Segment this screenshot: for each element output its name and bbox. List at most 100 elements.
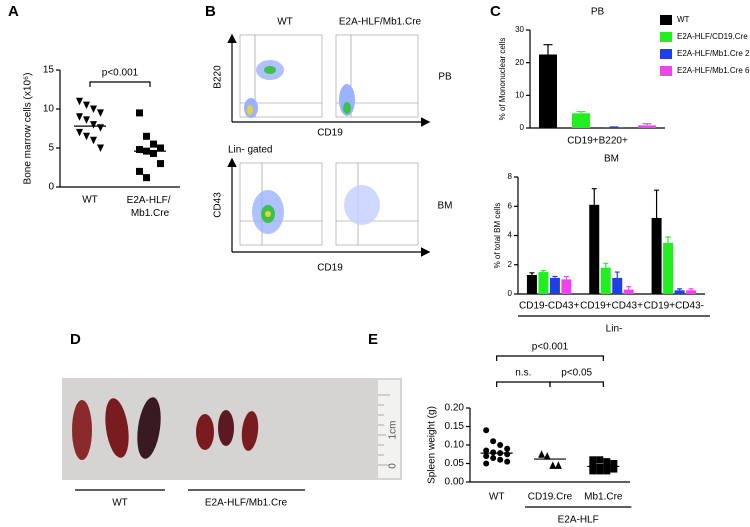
bar xyxy=(561,279,572,294)
y-tick-label: 20 xyxy=(515,58,524,67)
group-label: E2A-HLF/Mb1.Cre xyxy=(205,498,288,509)
data-point xyxy=(497,442,504,448)
column-label: E2A-HLF/Mb1.Cre xyxy=(339,17,422,28)
x-tick-label: WT xyxy=(489,492,505,503)
axis-label: B220 xyxy=(213,65,224,89)
gate-note: Lin- gated xyxy=(228,145,272,156)
data-point xyxy=(603,463,611,471)
error-bar xyxy=(529,272,535,275)
y-tick-label: 0 xyxy=(520,123,525,132)
significance-label: p<0.05 xyxy=(561,368,592,379)
data-point xyxy=(83,132,90,141)
legend-label: E2A-HLF/Mb1.Cre 2mo. xyxy=(677,49,750,58)
bar xyxy=(605,127,623,128)
error-bar xyxy=(654,189,660,218)
significance-bracket xyxy=(89,81,151,87)
error-bar xyxy=(642,123,652,126)
data-point xyxy=(589,467,597,475)
y-tick-label: 0.00 xyxy=(445,477,465,488)
row-label: PB xyxy=(438,72,452,83)
x-tick-label: CD19.Cre xyxy=(528,492,573,503)
data-point xyxy=(603,467,611,475)
bar xyxy=(638,125,656,128)
y-tick-label: 30 xyxy=(515,25,524,34)
bar xyxy=(539,54,557,128)
legend-label: E2A-HLF/CD19.Cre 2mo. xyxy=(677,32,750,41)
data-point xyxy=(549,461,557,469)
data-point xyxy=(90,121,97,129)
y-axis-label: % of total BM cells xyxy=(493,203,502,269)
legend-swatch xyxy=(660,15,672,25)
photo-panel: D 1cm 0 WT E2A-HLF/Mb1.Cre xyxy=(62,331,402,509)
ruler-ticks xyxy=(378,394,390,466)
axis-label: CD19 xyxy=(317,128,343,139)
error-bar xyxy=(603,262,609,268)
data-point xyxy=(483,447,490,454)
panel-label: A xyxy=(8,3,19,20)
column-label: WT xyxy=(277,17,293,28)
bar xyxy=(572,113,590,128)
legend-label: E2A-HLF/Mb1.Cre 6mo. xyxy=(677,66,750,75)
error-bar xyxy=(614,271,620,278)
error-bar xyxy=(626,286,632,290)
panel-label: B xyxy=(205,3,216,20)
error-bar xyxy=(677,288,683,291)
error-bar xyxy=(688,288,694,291)
data-point xyxy=(83,116,90,124)
data-point xyxy=(143,174,150,182)
y-tick-label: 0.20 xyxy=(445,403,465,414)
bar xyxy=(538,272,549,294)
data-point xyxy=(490,454,497,461)
bar xyxy=(549,277,560,294)
significance-bracket xyxy=(549,381,604,387)
data-point xyxy=(538,450,546,458)
data-point xyxy=(554,461,562,469)
data-point xyxy=(157,160,164,168)
x-tick-label: CD19+CD43- xyxy=(644,301,704,312)
row-label: BM xyxy=(438,201,453,212)
group-label: E2A-HLF xyxy=(558,515,599,526)
x-tick-label: Mb1.Cre xyxy=(584,492,623,503)
significance-bracket xyxy=(496,355,604,361)
data-point xyxy=(97,124,104,132)
significance-label: p<0.001 xyxy=(532,342,569,353)
legend-label: WT xyxy=(677,15,690,24)
data-point xyxy=(76,128,83,137)
bar xyxy=(589,204,600,294)
data-point xyxy=(596,467,604,475)
y-tick-label: 2 xyxy=(508,260,513,269)
bar xyxy=(686,290,697,294)
bar xyxy=(623,289,634,294)
flow-panel: B WT E2A-HLF/Mb1.Cre PB BM B220 CD19 Lin… xyxy=(205,3,453,274)
significance-label: n.s. xyxy=(515,368,531,379)
data-point xyxy=(136,167,143,175)
group-label: WT xyxy=(112,498,128,509)
error-bar xyxy=(591,188,597,205)
x-tick-label: CD19+B220+ xyxy=(567,136,628,147)
bar xyxy=(651,217,662,294)
y-tick-label: 6 xyxy=(508,201,513,210)
ruler-label: 1cm xyxy=(388,421,399,440)
ruler xyxy=(378,380,400,478)
data-point xyxy=(610,465,618,473)
data-point xyxy=(490,438,497,445)
data-point xyxy=(150,149,157,157)
legend-swatch xyxy=(660,66,672,76)
bar xyxy=(526,274,537,294)
flow-density xyxy=(244,60,380,234)
data-point xyxy=(136,109,143,117)
panel-label: E xyxy=(368,331,378,348)
data-point xyxy=(97,109,104,117)
ruler-label: 0 xyxy=(388,463,399,469)
significance-bracket xyxy=(496,381,551,387)
error-bar xyxy=(563,275,569,280)
y-tick-label: 4 xyxy=(508,231,513,240)
data-point xyxy=(596,456,604,464)
data-point xyxy=(483,427,490,434)
y-tick-label: 0.10 xyxy=(445,440,465,451)
data-point xyxy=(504,451,511,458)
x-tick-label: E2A-HLF/ Mb1.Cre xyxy=(127,195,174,219)
x-tick-label: CD19+CD43+ xyxy=(580,301,643,312)
data-point xyxy=(90,105,97,113)
